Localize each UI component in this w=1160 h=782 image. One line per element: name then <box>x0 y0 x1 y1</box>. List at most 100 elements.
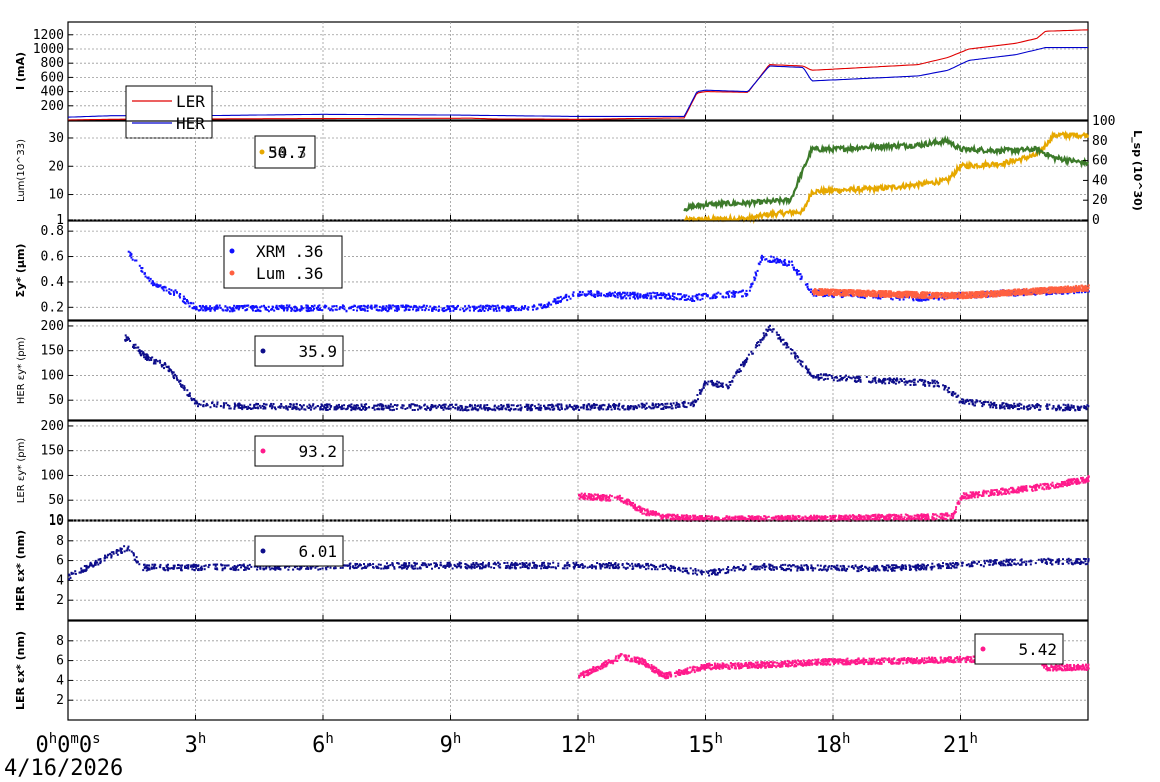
data-point <box>280 304 283 307</box>
data-point <box>902 298 905 301</box>
data-point <box>215 405 218 408</box>
data-point <box>999 406 1002 409</box>
data-point <box>209 305 212 308</box>
data-point <box>1035 404 1038 407</box>
data-point <box>401 407 404 410</box>
data-point <box>556 403 559 406</box>
data-point <box>1013 293 1016 296</box>
data-point <box>228 306 231 309</box>
data-point <box>525 405 528 408</box>
data-point <box>350 409 353 412</box>
data-point <box>583 293 586 296</box>
data-point <box>858 290 861 293</box>
data-point <box>832 379 835 382</box>
data-point <box>427 308 430 311</box>
data-point <box>1056 482 1059 485</box>
data-point <box>820 376 823 379</box>
y-tick-label: 0.6 <box>41 250 64 265</box>
data-point <box>908 379 911 382</box>
data-point <box>233 407 236 410</box>
data-point <box>573 408 575 411</box>
data-point <box>324 407 327 409</box>
data-point <box>636 294 639 297</box>
data-point <box>307 407 310 409</box>
data-point <box>435 407 438 410</box>
data-point <box>1021 291 1024 294</box>
data-point <box>516 405 518 408</box>
data-point <box>942 384 945 387</box>
data-point <box>400 304 403 307</box>
data-point <box>438 404 441 406</box>
data-point <box>244 309 247 312</box>
data-point <box>199 403 202 406</box>
data-point <box>1081 285 1084 288</box>
data-point <box>479 405 482 408</box>
data-point <box>894 382 897 385</box>
data-point <box>998 490 1001 493</box>
data-point <box>667 292 670 295</box>
data-point <box>325 305 328 308</box>
data-point <box>1043 286 1046 289</box>
data-point <box>908 290 911 293</box>
data-point <box>716 380 719 383</box>
y-tick-label: 100 <box>41 368 64 383</box>
data-point <box>889 378 892 381</box>
data-point <box>1003 407 1006 410</box>
data-point <box>487 408 490 411</box>
data-point <box>397 308 400 311</box>
data-point <box>271 308 274 311</box>
data-point <box>693 399 696 402</box>
data-point <box>241 406 244 409</box>
data-point <box>867 519 870 522</box>
data-point <box>985 295 988 298</box>
data-point <box>663 405 666 408</box>
data-point <box>636 297 639 300</box>
data-point <box>652 404 654 407</box>
data-point <box>1008 404 1011 407</box>
data-point <box>615 496 618 499</box>
data-point <box>928 295 931 298</box>
data-point <box>902 291 904 294</box>
data-point <box>912 378 915 381</box>
data-point <box>306 309 309 312</box>
data-point <box>1083 405 1086 408</box>
data-point <box>946 294 949 297</box>
data-point <box>992 295 995 298</box>
data-point <box>657 403 660 405</box>
data-point <box>256 306 259 309</box>
data-point <box>222 309 225 312</box>
data-point <box>263 405 266 408</box>
data-point <box>665 294 668 297</box>
data-point <box>382 407 385 410</box>
data-point <box>517 408 520 411</box>
data-point <box>759 341 762 344</box>
data-point <box>1051 290 1053 292</box>
data-point <box>823 295 826 297</box>
data-point <box>380 407 383 410</box>
data-point <box>163 367 165 370</box>
data-point <box>961 402 964 405</box>
data-point <box>865 291 868 294</box>
data-point <box>270 407 273 410</box>
data-point <box>738 368 741 371</box>
data-point <box>1084 285 1087 288</box>
data-point <box>438 308 441 311</box>
y-tick-label: 1200 <box>33 28 64 43</box>
data-point <box>617 405 620 408</box>
data-point <box>1009 486 1012 489</box>
data-point <box>505 306 508 309</box>
data-point <box>271 405 274 408</box>
data-point <box>464 409 466 411</box>
data-point <box>782 343 785 346</box>
data-point <box>916 292 919 295</box>
data-point <box>202 404 205 406</box>
data-point <box>313 307 315 310</box>
data-point <box>725 292 728 295</box>
data-point <box>901 380 903 382</box>
data-point <box>401 404 404 407</box>
data-point <box>943 293 946 296</box>
data-point <box>250 407 253 410</box>
data-point <box>808 517 811 520</box>
data-point <box>893 377 895 380</box>
data-point <box>544 306 546 309</box>
